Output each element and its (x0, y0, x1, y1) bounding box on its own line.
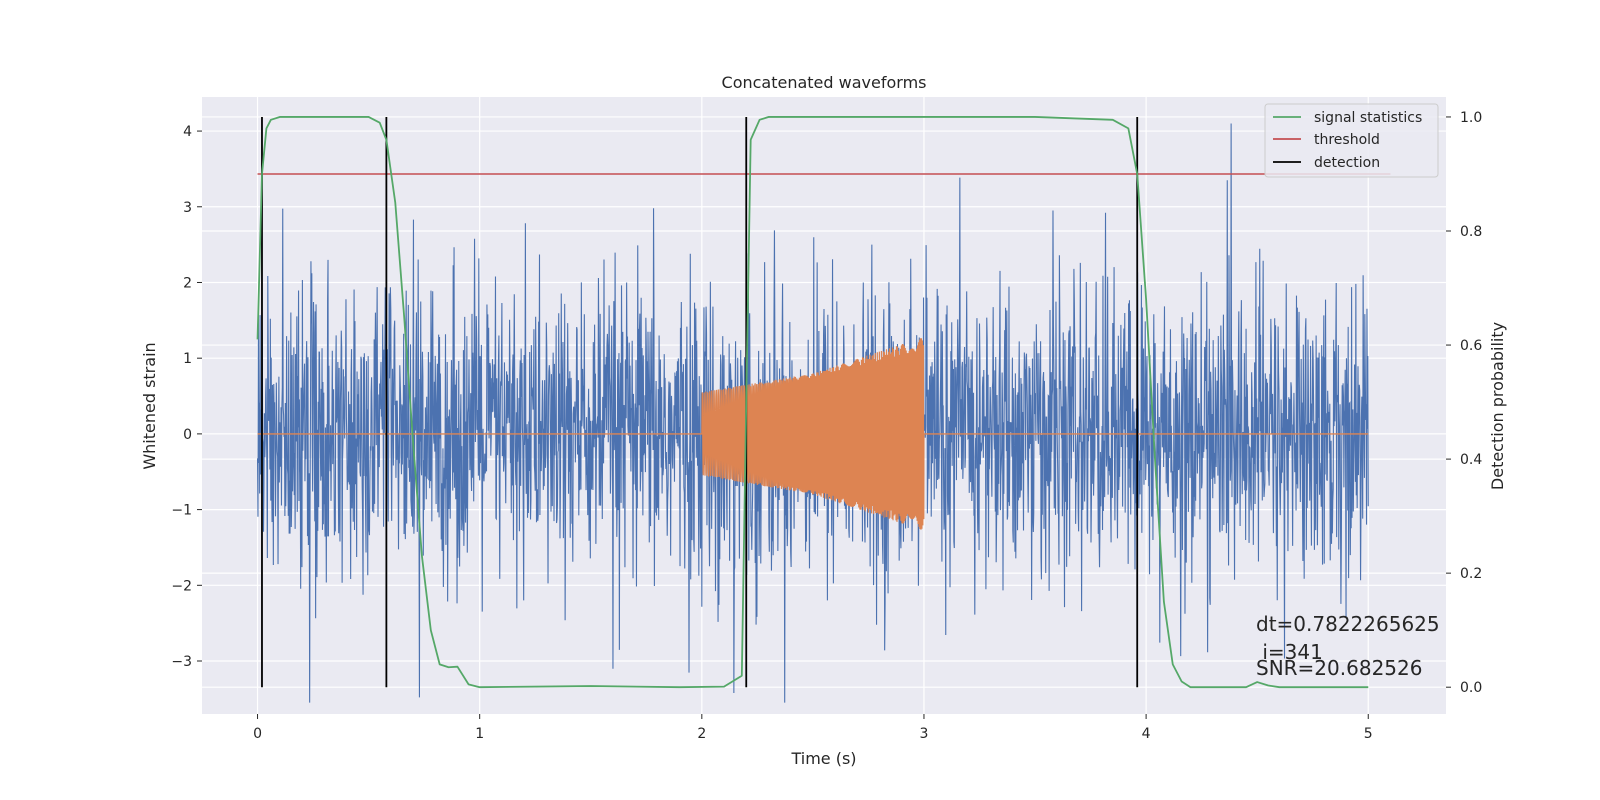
x-tick-label: 3 (920, 726, 929, 742)
chart-title: Concatenated waveforms (722, 73, 927, 92)
strain-line (256, 123, 1369, 703)
strain-series (256, 123, 1369, 703)
injected-signal-series (257, 338, 1369, 530)
axes: 0 1 2 3 4 5 −3 −2 −1 0 1 2 3 4 0.0 0.2 0.4 0.6 0.8 1.0 (171, 110, 1482, 742)
signal-statistics-line (256, 116, 1369, 689)
y2-axis-label: Detection probability (1488, 322, 1507, 490)
y2-tick-label: 0.6 (1460, 338, 1482, 354)
y-tick-label: 0 (183, 427, 192, 443)
y-tick-label: 2 (183, 275, 192, 291)
legend-box (1264, 103, 1439, 178)
x-tick-label: 2 (697, 726, 706, 742)
y-tick-label: −1 (171, 503, 192, 519)
y-tick-label: −3 (171, 654, 192, 670)
annotations: dt=0.7822265625 i=341 SNR=20.682526 (1256, 612, 1440, 680)
y-tick-label: 3 (183, 200, 192, 216)
detection-overlay (256, 116, 1391, 689)
y-tick-label: −2 (171, 578, 192, 594)
x-tick-label: 4 (1142, 726, 1151, 742)
y-tick-label: 4 (183, 124, 192, 140)
annotation-dt: dt=0.7822265625 (1256, 612, 1440, 636)
y2-tick-label: 0.8 (1460, 224, 1482, 240)
legend-label-signal-statistics: signal statistics (1314, 110, 1422, 126)
y2-tick-label: 0.2 (1460, 566, 1482, 582)
injected-signal-line (701, 338, 925, 530)
x-tick-label: 1 (475, 726, 484, 742)
y-axis-label: Whitened strain (140, 342, 159, 469)
x-tick-label: 0 (253, 726, 262, 742)
legend-label-detection: detection (1314, 155, 1380, 171)
x-axis-label: Time (s) (790, 749, 856, 768)
y-tick-label: 1 (183, 351, 192, 367)
y2-tick-label: 0.0 (1460, 680, 1482, 696)
legend-label-threshold: threshold (1314, 132, 1380, 148)
legend: signal statistics threshold detection (1264, 103, 1439, 178)
annotation-snr: SNR=20.682526 (1256, 656, 1422, 680)
y2-tick-label: 1.0 (1460, 110, 1482, 126)
y2-tick-label: 0.4 (1460, 452, 1482, 468)
grid (202, 97, 1446, 714)
annotation-i: i=341 (1256, 640, 1323, 664)
x-tick-label: 5 (1364, 726, 1373, 742)
